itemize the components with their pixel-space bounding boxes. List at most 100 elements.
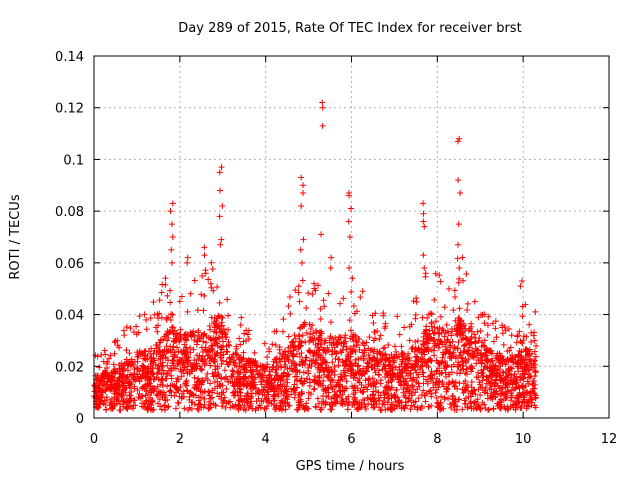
data-point <box>500 369 507 376</box>
data-point <box>268 400 275 407</box>
data-point <box>357 294 364 301</box>
data-point <box>290 353 297 360</box>
data-point <box>237 386 244 393</box>
data-point <box>523 405 530 412</box>
data-point <box>465 327 472 334</box>
data-point <box>505 365 512 372</box>
data-point <box>317 330 324 337</box>
data-point <box>224 348 231 355</box>
data-point <box>243 327 250 334</box>
data-point <box>359 389 366 396</box>
data-point <box>456 352 463 359</box>
data-point <box>531 390 538 397</box>
data-point <box>130 396 137 403</box>
data-point <box>380 345 387 352</box>
data-point <box>531 358 538 365</box>
data-point <box>516 374 523 381</box>
data-point <box>254 364 261 371</box>
data-point <box>420 373 427 380</box>
data-point <box>174 344 181 351</box>
data-point <box>127 381 134 388</box>
data-point <box>232 388 239 395</box>
data-point <box>244 399 251 406</box>
data-point <box>319 104 326 111</box>
data-point <box>388 395 395 402</box>
data-point <box>114 385 121 392</box>
data-point <box>171 392 178 399</box>
data-point <box>434 403 441 410</box>
data-point <box>280 316 287 323</box>
data-point <box>342 372 349 379</box>
data-point <box>167 287 173 294</box>
data-point <box>530 377 537 384</box>
data-point <box>414 386 421 393</box>
data-point <box>520 337 527 344</box>
data-point <box>395 376 402 383</box>
data-point <box>465 340 472 347</box>
data-point <box>371 395 378 402</box>
data-point <box>299 380 306 387</box>
data-point <box>305 395 312 402</box>
data-point <box>166 388 173 395</box>
data-point <box>116 401 123 408</box>
data-point <box>423 327 430 334</box>
data-point <box>218 354 225 361</box>
data-point <box>184 331 191 338</box>
data-point <box>467 398 474 405</box>
data-point <box>208 356 215 363</box>
data-point <box>213 339 220 346</box>
data-point <box>299 190 306 197</box>
data-point <box>507 344 514 351</box>
data-point <box>296 402 303 409</box>
data-point <box>252 381 259 388</box>
data-point <box>320 377 327 384</box>
data-point <box>359 349 366 356</box>
data-point <box>326 369 333 376</box>
data-point <box>231 362 238 369</box>
data-point <box>452 317 459 324</box>
data-point <box>145 391 152 398</box>
data-point <box>313 327 320 334</box>
data-point <box>401 375 408 382</box>
data-point <box>321 340 328 347</box>
data-point <box>437 278 444 285</box>
data-point <box>370 388 377 395</box>
data-point <box>294 384 301 391</box>
data-point <box>219 314 226 321</box>
data-point <box>467 390 474 397</box>
data-point <box>527 356 534 363</box>
data-point <box>126 350 133 357</box>
data-point <box>424 344 431 351</box>
data-point <box>194 307 201 314</box>
data-point <box>256 370 263 377</box>
data-point <box>314 395 321 402</box>
data-point <box>163 331 170 338</box>
data-point <box>454 255 461 262</box>
data-point <box>104 378 111 385</box>
data-point <box>488 379 495 386</box>
data-point <box>519 390 526 397</box>
data-point <box>139 365 146 372</box>
data-point <box>371 329 378 336</box>
data-point <box>139 384 146 391</box>
data-point <box>413 298 420 305</box>
data-point <box>450 361 457 368</box>
data-point <box>505 405 512 412</box>
data-point <box>430 330 437 337</box>
data-point <box>235 406 242 413</box>
data-point <box>445 395 452 402</box>
data-point <box>351 384 358 391</box>
data-point <box>310 353 317 360</box>
data-point <box>201 395 208 402</box>
data-point <box>444 336 451 343</box>
data-point <box>149 365 156 372</box>
data-point <box>290 385 297 392</box>
data-point <box>418 392 425 399</box>
data-point <box>412 360 419 367</box>
data-point <box>475 337 482 344</box>
data-point <box>298 339 305 346</box>
data-point <box>328 366 335 373</box>
data-point <box>143 399 150 406</box>
data-point <box>355 342 362 349</box>
